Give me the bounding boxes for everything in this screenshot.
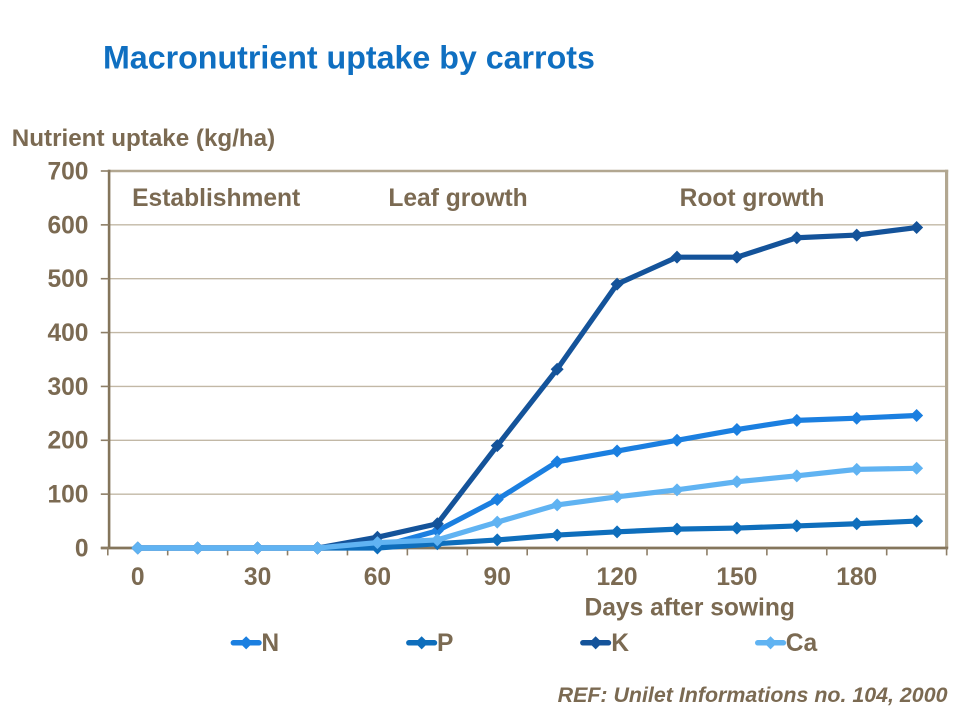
svg-text:Days after sowing: Days after sowing: [584, 595, 794, 622]
svg-text:0: 0: [131, 564, 145, 591]
svg-text:Macronutrient uptake by carrot: Macronutrient uptake by carrots: [103, 40, 595, 76]
svg-text:200: 200: [47, 428, 88, 455]
svg-text:0: 0: [75, 535, 89, 562]
svg-text:P: P: [437, 630, 453, 657]
svg-text:REF: Unilet Informations no. 1: REF: Unilet Informations no. 104, 2000: [558, 683, 948, 707]
svg-text:150: 150: [716, 564, 757, 591]
svg-text:Leaf growth: Leaf growth: [388, 185, 527, 212]
svg-text:90: 90: [484, 564, 511, 591]
svg-text:Establishment: Establishment: [132, 185, 300, 212]
svg-text:Root growth: Root growth: [680, 185, 825, 212]
svg-text:Nutrient uptake (kg/ha): Nutrient uptake (kg/ha): [12, 125, 275, 152]
svg-text:500: 500: [47, 266, 88, 293]
svg-text:30: 30: [244, 564, 271, 591]
svg-text:100: 100: [47, 482, 88, 509]
svg-text:60: 60: [364, 564, 391, 591]
svg-text:180: 180: [836, 564, 877, 591]
svg-text:120: 120: [597, 564, 638, 591]
svg-text:300: 300: [47, 374, 88, 401]
svg-text:K: K: [611, 630, 629, 657]
svg-text:700: 700: [47, 158, 88, 185]
svg-text:N: N: [261, 630, 279, 657]
svg-text:400: 400: [47, 320, 88, 347]
svg-text:Ca: Ca: [786, 630, 818, 657]
svg-text:600: 600: [47, 212, 88, 239]
